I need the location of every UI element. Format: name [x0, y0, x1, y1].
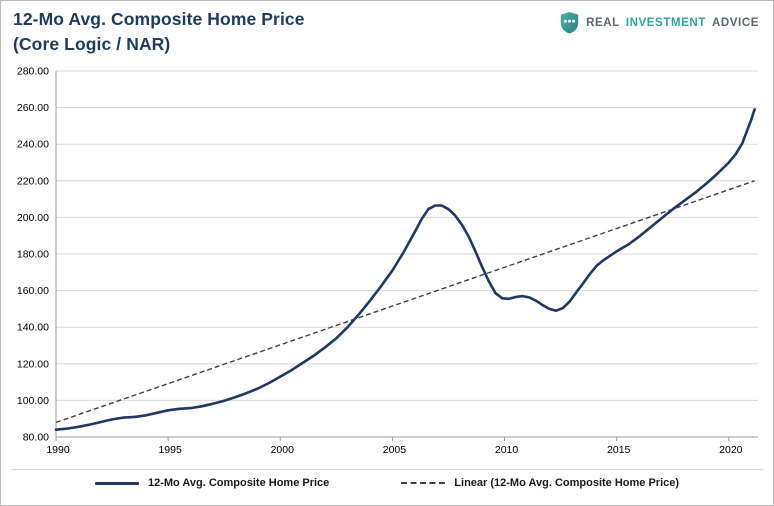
chart-legend: 12-Mo Avg. Composite Home Price Linear (…: [11, 469, 763, 489]
svg-text:120.00: 120.00: [17, 358, 49, 370]
svg-text:140.00: 140.00: [17, 322, 49, 334]
legend-label-price: 12-Mo Avg. Composite Home Price: [147, 477, 330, 489]
chart-header: 12-Mo Avg. Composite Home Price (Core Lo…: [1, 1, 773, 59]
svg-text:2005: 2005: [383, 444, 407, 456]
legend-item-linear: Linear (12-Mo Avg. Composite Home Price): [401, 477, 679, 489]
svg-text:100.00: 100.00: [17, 395, 49, 407]
svg-text:160.00: 160.00: [17, 285, 49, 297]
brand-logo: REAL INVESTMENT ADVICE: [559, 11, 759, 34]
svg-text:1995: 1995: [158, 444, 182, 456]
chart-title: 12-Mo Avg. Composite Home Price: [13, 9, 305, 29]
svg-text:2015: 2015: [607, 444, 631, 456]
svg-text:280.00: 280.00: [17, 66, 49, 78]
brand-word-advice: ADVICE: [711, 16, 759, 29]
brand-word-investment: INVESTMENT: [625, 16, 706, 29]
svg-text:2010: 2010: [495, 444, 519, 456]
svg-text:260.00: 260.00: [17, 102, 49, 114]
svg-text:1990: 1990: [46, 444, 70, 456]
svg-text:80.00: 80.00: [23, 432, 49, 444]
brand-word-real: REAL: [586, 16, 620, 29]
dashed-line-swatch: [401, 482, 446, 484]
svg-text:2020: 2020: [719, 444, 743, 456]
legend-item-price: 12-Mo Avg. Composite Home Price: [94, 477, 330, 489]
legend-label-linear: Linear (12-Mo Avg. Composite Home Price): [454, 477, 680, 489]
svg-text:200.00: 200.00: [17, 212, 49, 224]
price-chart: 80.00 100.00 120.00 140.00 160.00 180.00 200.0…: [17, 66, 758, 456]
svg-text:180.00: 180.00: [17, 249, 49, 261]
svg-text:220.00: 220.00: [17, 175, 49, 187]
svg-text:240.00: 240.00: [17, 139, 49, 151]
svg-text:2000: 2000: [271, 444, 295, 456]
solid-line-swatch: [94, 481, 139, 485]
chart-subtitle: (Core Logic / NAR): [13, 34, 171, 54]
brand-shield-icon: [559, 11, 580, 34]
